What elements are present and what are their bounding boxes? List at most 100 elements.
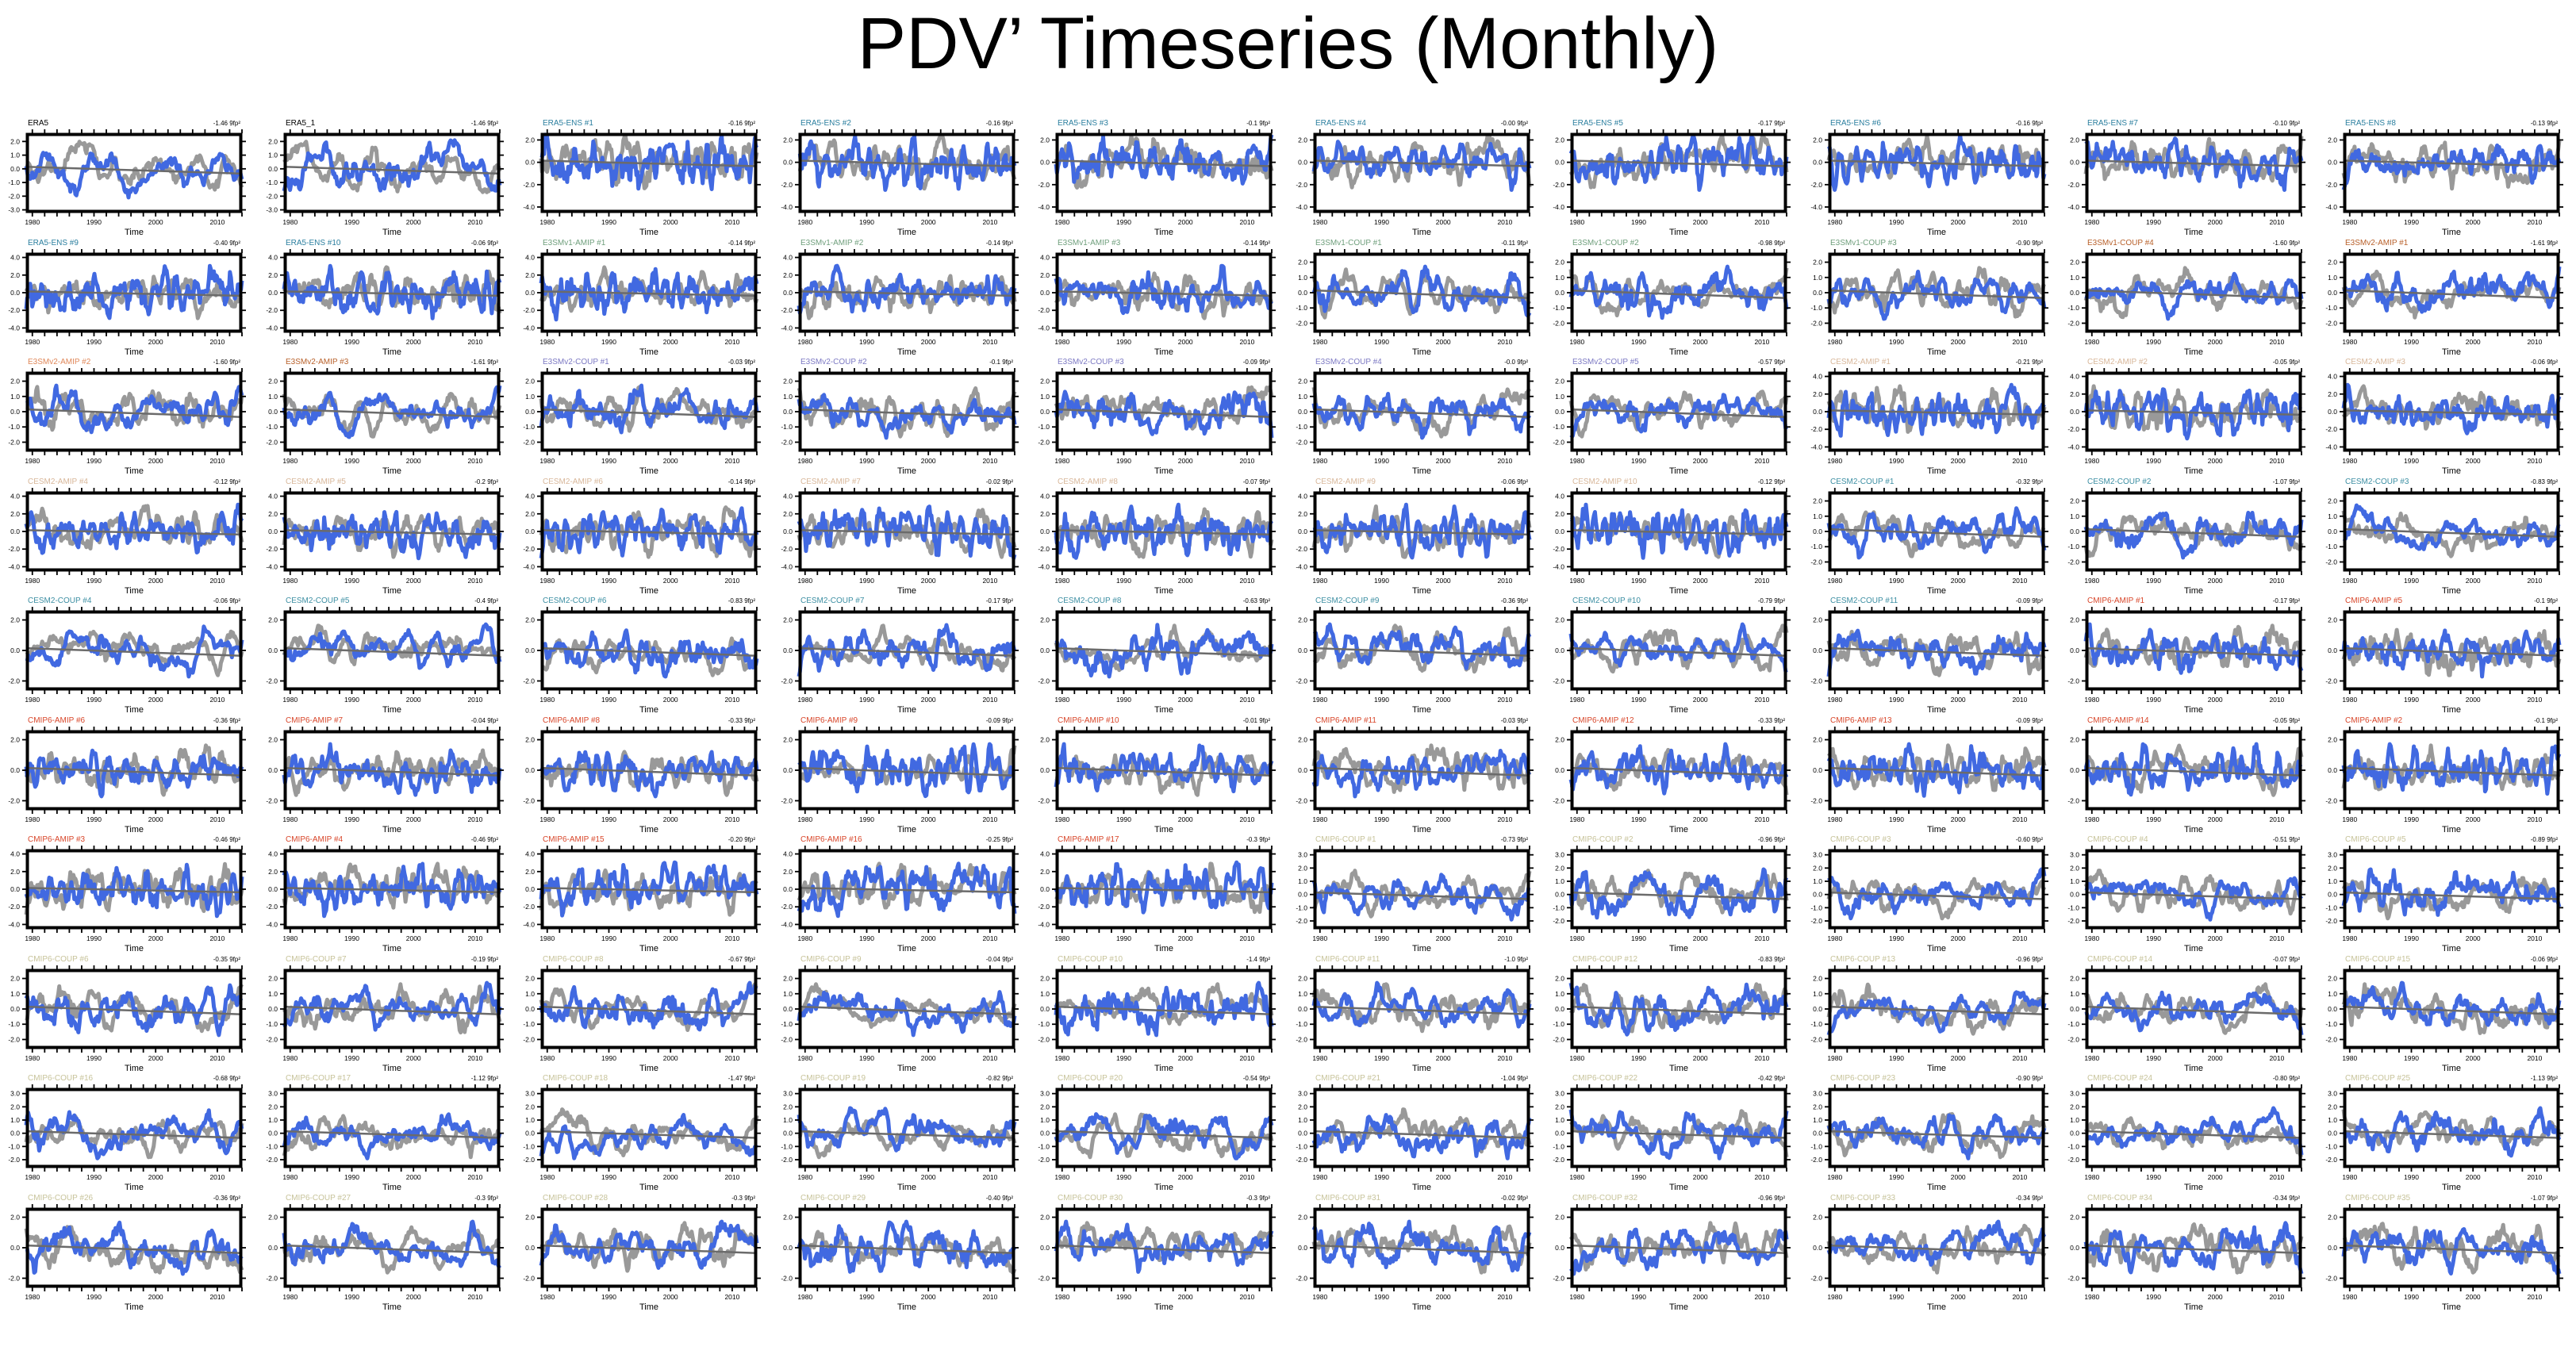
model-series-line: [1054, 860, 1274, 915]
plot-frame: [540, 252, 758, 332]
x-tick-label: 2000: [148, 1054, 163, 1062]
y-tick-label: 0.0: [268, 527, 278, 535]
panel-trend-value: -0.09 9fp²: [1243, 359, 1271, 366]
timeseries-panel: 1980 1990 2000 2010 Time 4.0 2.0 0.0 -2.0 -4.0 CES…: [2325, 358, 2563, 476]
x-tick-label: 1990: [86, 338, 102, 346]
trend-line: [25, 766, 243, 777]
model-series-line: [2083, 622, 2304, 675]
y-tick-label: 0.0: [268, 885, 278, 893]
trend-line: [798, 408, 1015, 418]
x-tick-label: 1980: [25, 696, 40, 704]
panel-label: CMIP6-COUP #14: [2087, 955, 2153, 964]
timeseries-panel: 1980 1990 2000 2010 Time 4.0 2.0 0.0 -2.0 -4.0 CMI…: [266, 835, 504, 953]
y-tick-label: -2.0: [2325, 677, 2337, 685]
y-tick-label: 0.0: [268, 165, 278, 173]
y-tick-label: 0.0: [2070, 408, 2079, 416]
timeseries-panel: 1980 1990 2000 2010 Time 2.0 0.0 -2.0 CMIP6-AMIP…: [2067, 716, 2305, 834]
y-tick-label: -1.0: [2067, 304, 2079, 312]
panel-label: E3SMv2-AMIP #3: [286, 358, 349, 366]
x-tick-label: 2010: [1754, 934, 1769, 942]
model-series-line: [797, 504, 1016, 560]
timeseries-panel: 1980 1990 2000 2010 Time 2.0 0.0 -2.0 CMIP6-AMIP…: [266, 716, 504, 834]
y-tick-label: 4.0: [783, 850, 793, 858]
trend-line: [283, 1130, 500, 1139]
y-tick-label: 0.0: [783, 646, 793, 654]
y-tick-label: -2.0: [266, 545, 278, 553]
y-tick-label: 0.0: [1040, 646, 1050, 654]
y-tick-label: 4.0: [268, 492, 278, 500]
timeseries-panel: 1980 1990 2000 2010 Time 2.0 1.0 0.0 -1.0 -2.0 E3S…: [266, 358, 504, 476]
x-tick-label: 2000: [663, 457, 678, 465]
x-tick-label: 2000: [663, 934, 678, 942]
x-tick-label: 1990: [86, 934, 102, 942]
x-tick-label: 2010: [1497, 1054, 1512, 1062]
y-tick-label: -2.0: [1810, 558, 1822, 566]
x-tick-label: 1990: [344, 934, 359, 942]
x-tick-label: 1990: [2404, 1054, 2419, 1062]
x-axis-label: Time: [1926, 944, 1945, 953]
trend-line: [2085, 646, 2302, 657]
x-tick-label: 1980: [539, 577, 555, 585]
x-axis-label: Time: [1669, 228, 1688, 237]
y-tick-label: -2.0: [781, 1035, 793, 1043]
x-tick-label: 2010: [982, 934, 997, 942]
plot-frame: [1828, 969, 2044, 1049]
x-tick-label: 1980: [1312, 577, 1327, 585]
y-tick-label: -2.0: [2325, 181, 2337, 189]
x-tick-label: 2010: [2012, 815, 2027, 823]
panel-label: CESM2-AMIP #6: [543, 478, 603, 486]
x-tick-label: 2000: [1950, 218, 1965, 226]
y-tick-label: 0.0: [2328, 1005, 2337, 1013]
x-tick-label: 2000: [1435, 696, 1450, 704]
model-series-line: [25, 383, 244, 435]
x-tick-label: 1990: [1374, 457, 1389, 465]
x-tick-label: 1980: [2084, 1054, 2099, 1062]
plot-frame: [2085, 491, 2302, 571]
y-tick-label: 0.0: [268, 1005, 278, 1013]
x-tick-label: 2010: [467, 1054, 482, 1062]
trend-line: [2085, 159, 2302, 167]
y-tick-label: 0.0: [10, 408, 20, 416]
y-tick-label: 2.0: [783, 509, 793, 517]
y-tick-label: -2.0: [1038, 1035, 1050, 1043]
x-tick-label: 2000: [1435, 934, 1450, 942]
timeseries-panel: 1980 1990 2000 2010 Time 2.0 0.0 -2.0 CMIP6-AMIP…: [781, 716, 1019, 834]
panel-trend-value: -0.60 9fp²: [2015, 836, 2043, 843]
x-tick-label: 2010: [1239, 218, 1254, 226]
x-axis-label: Time: [2441, 705, 2460, 715]
x-tick-label: 1990: [86, 577, 102, 585]
panel-label: CMIP6-COUP #5: [2345, 835, 2406, 844]
y-tick-label: 0.0: [1298, 1005, 1307, 1013]
x-axis-label: Time: [125, 1183, 144, 1192]
model-series-line: [2083, 510, 2304, 559]
trend-line: [2343, 527, 2559, 538]
plot-frame: [283, 491, 500, 571]
x-tick-label: 2000: [2208, 815, 2223, 823]
page-title: PDV’ Timeseries (Monthly): [857, 3, 1719, 84]
model-series-line: [797, 742, 1015, 798]
panel-label: CMIP6-COUP #10: [1058, 955, 1123, 964]
x-axis-label: Time: [1154, 705, 1173, 715]
panel-trend-value: -0.89 9fp²: [2530, 836, 2558, 843]
timeseries-panel: 1980 1990 2000 2010 Time 2.0 0.0 -2.0 -4.0 ERA5-E…: [1810, 119, 2048, 237]
panel-label: E3SMv1-COUP #1: [1315, 239, 1382, 247]
x-tick-label: 2010: [2012, 696, 2027, 704]
x-tick-label: 1990: [1116, 1054, 1131, 1062]
model-series-line: [24, 983, 244, 1037]
panel-label: CESM2-COUP #8: [1058, 597, 1122, 605]
plot-frame: [1313, 132, 1530, 213]
x-tick-label: 2000: [1693, 934, 1708, 942]
x-axis-label: Time: [1411, 825, 1430, 834]
x-tick-label: 1980: [282, 696, 298, 704]
plot-frame: [25, 849, 243, 930]
y-tick-label: 2.0: [1040, 378, 1050, 386]
panel-label: CMIP6-AMIP #10: [1058, 716, 1119, 725]
y-tick-label: -2.0: [523, 438, 535, 446]
plot-frame: [2343, 849, 2559, 930]
y-tick-label: 0.0: [1555, 408, 1564, 416]
y-tick-label: 2.0: [1813, 974, 1822, 982]
panel-trend-value: -0.06 9fp²: [2530, 359, 2558, 366]
model-series-line: [1054, 263, 1273, 315]
plot-frame: [1313, 491, 1530, 571]
y-tick-label: 0.0: [525, 159, 535, 167]
